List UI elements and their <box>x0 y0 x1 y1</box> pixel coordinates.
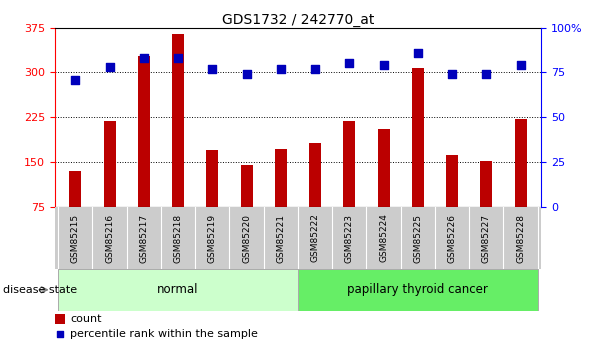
Point <box>379 62 389 68</box>
Text: GSM85218: GSM85218 <box>173 214 182 263</box>
Point <box>207 66 217 72</box>
Text: normal: normal <box>157 283 199 296</box>
Text: disease state: disease state <box>3 285 77 295</box>
Point <box>310 66 320 72</box>
Bar <box>514 119 527 207</box>
Text: GSM85228: GSM85228 <box>516 214 525 263</box>
Point <box>447 71 457 77</box>
Text: GSM85224: GSM85224 <box>379 214 388 263</box>
Bar <box>55 314 66 324</box>
Title: GDS1732 / 242770_at: GDS1732 / 242770_at <box>222 12 374 27</box>
Text: GSM85221: GSM85221 <box>276 214 285 263</box>
Text: percentile rank within the sample: percentile rank within the sample <box>71 329 258 339</box>
Text: GSM85222: GSM85222 <box>311 214 320 263</box>
Bar <box>172 33 184 207</box>
Bar <box>103 121 116 207</box>
Text: GSM85225: GSM85225 <box>413 214 423 263</box>
Bar <box>58 269 298 310</box>
Point <box>276 66 286 72</box>
Text: GSM85227: GSM85227 <box>482 214 491 263</box>
Point <box>241 71 251 77</box>
Bar <box>412 68 424 207</box>
Text: GSM85217: GSM85217 <box>139 214 148 263</box>
Point <box>139 55 148 61</box>
Bar <box>69 170 81 207</box>
Point <box>105 64 114 70</box>
Bar <box>480 161 492 207</box>
Bar <box>309 143 321 207</box>
Point <box>342 253 351 258</box>
Point <box>345 61 354 66</box>
Bar <box>344 121 355 207</box>
Point <box>482 71 491 77</box>
Bar <box>138 56 150 207</box>
Point <box>516 62 525 68</box>
Bar <box>206 150 218 207</box>
Bar <box>378 129 390 207</box>
Bar <box>446 155 458 207</box>
Text: count: count <box>71 314 102 324</box>
Text: GSM85223: GSM85223 <box>345 214 354 263</box>
Point <box>71 77 80 82</box>
Point <box>173 55 183 61</box>
Point <box>413 50 423 56</box>
Text: GSM85220: GSM85220 <box>242 214 251 263</box>
Bar <box>275 149 287 207</box>
Text: GSM85215: GSM85215 <box>71 214 80 263</box>
Text: GSM85219: GSM85219 <box>208 214 217 263</box>
Text: GSM85216: GSM85216 <box>105 214 114 263</box>
Text: GSM85226: GSM85226 <box>447 214 457 263</box>
Bar <box>241 165 252 207</box>
Bar <box>298 269 537 310</box>
Text: papillary thyroid cancer: papillary thyroid cancer <box>347 283 488 296</box>
